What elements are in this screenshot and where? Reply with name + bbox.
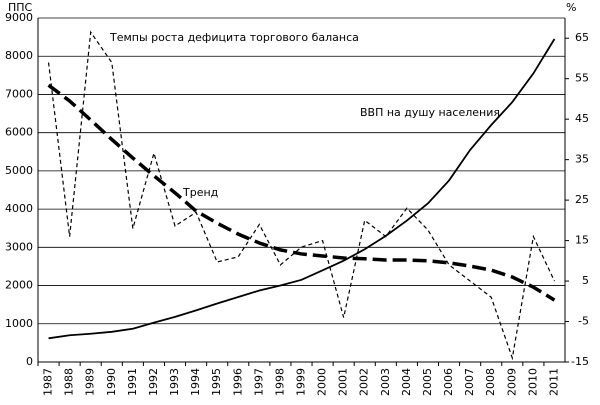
y-tick-label: 8000	[5, 49, 33, 62]
x-tick-label: 2004	[400, 368, 413, 396]
series-line	[47, 30, 556, 361]
x-tick-label: 1994	[189, 368, 202, 396]
series-label: Тренд	[182, 186, 219, 199]
x-tick-label: 2003	[379, 368, 392, 396]
x-tick-label: 1991	[126, 368, 139, 396]
x-tick-label: 2006	[442, 368, 455, 396]
y-tick-label: 9000	[5, 11, 33, 24]
y-tick-label: 4000	[5, 202, 33, 215]
y2-tick-label: 55	[575, 72, 589, 85]
x-tick-label: 1993	[168, 368, 181, 396]
x-tick-label: 1996	[231, 368, 244, 396]
x-tick-label: 1995	[210, 368, 223, 396]
series-line	[47, 83, 556, 302]
y-tick-label: 3000	[5, 240, 33, 253]
y-tick-label: 0	[26, 355, 33, 368]
y-tick-label: 7000	[5, 87, 33, 100]
series-label: Темпы роста дефицита торгового баланса	[109, 31, 359, 44]
x-tick-label: 1988	[63, 368, 76, 396]
x-tick-label: 2007	[463, 368, 476, 396]
x-tick-label: 2008	[484, 368, 497, 396]
y-tick-label: 6000	[5, 126, 33, 139]
x-tick-label: 2010	[526, 368, 539, 396]
x-tick-label: 1999	[295, 368, 308, 396]
y2-tick-label: 25	[575, 193, 589, 206]
y2-tick-label: -5	[578, 315, 589, 328]
y-tick-label: 1000	[5, 317, 33, 330]
series-line	[48, 38, 556, 340]
x-tick-label: 2002	[358, 368, 371, 396]
x-tick-label: 1997	[252, 368, 265, 396]
x-tick-label: 1987	[42, 368, 55, 396]
x-tick-label: 2009	[505, 368, 518, 396]
x-tick-label: 2001	[337, 368, 350, 396]
x-tick-label: 1990	[105, 368, 118, 396]
y2-axis-label: %	[566, 1, 576, 14]
x-tick-label: 2005	[421, 368, 434, 396]
x-tick-label: 2000	[316, 368, 329, 396]
y2-tick-label: 5	[582, 274, 589, 287]
y-tick-label: 2000	[5, 279, 33, 292]
y2-tick-label: 15	[575, 234, 589, 247]
y-tick-label: 5000	[5, 164, 33, 177]
y2-tick-label: 45	[575, 112, 589, 125]
series-label: ВВП на душу населения	[360, 106, 500, 119]
x-tick-label: 1989	[84, 368, 97, 396]
x-tick-label: 1998	[273, 368, 286, 396]
x-tick-label: 2011	[547, 368, 560, 396]
y2-tick-label: 35	[575, 153, 589, 166]
y2-tick-label: 65	[575, 31, 589, 44]
y-axis-label: ППС	[8, 1, 33, 14]
y2-tick-label: -15	[571, 355, 589, 368]
x-tick-label: 1992	[147, 368, 160, 396]
